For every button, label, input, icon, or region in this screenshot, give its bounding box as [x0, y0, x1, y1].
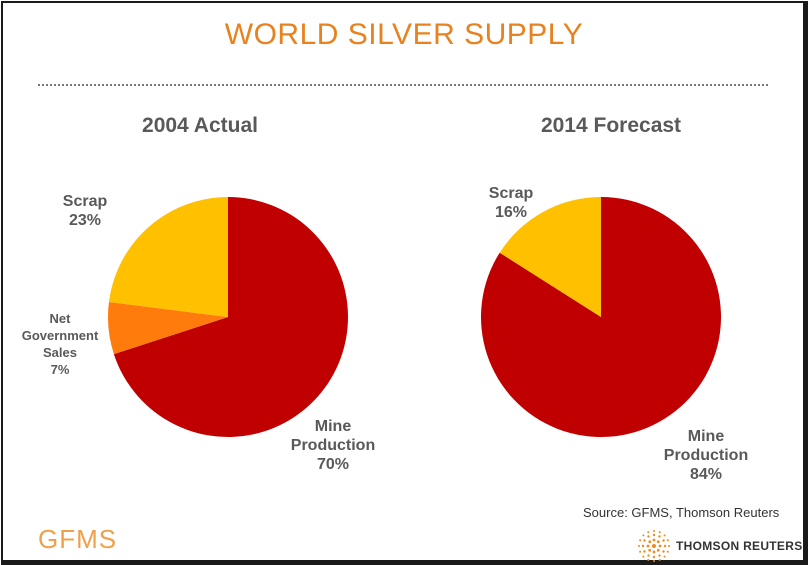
slice-label-name-line2: Production — [290, 437, 376, 455]
slice-label-mine-2014: Mine Production 84% — [651, 427, 761, 485]
dotted-divider — [38, 84, 768, 86]
slice-label-name: Scrap — [62, 193, 108, 210]
slice-label-value: 7% — [50, 361, 70, 377]
chart-title-2014: 2014 Forecast — [540, 114, 682, 137]
slice-label-value: 70% — [316, 456, 350, 474]
pie-slice-net-government-sales — [108, 301, 228, 355]
slice-label-value: 16% — [494, 204, 528, 222]
slice-label-mine-2004: Mine Production 70% — [278, 417, 388, 475]
slice-label-name-line1: Mine — [687, 428, 725, 445]
slice-label-name-line1: Net — [49, 311, 71, 326]
source-note: Source: GFMS, Thomson Reuters — [583, 505, 780, 520]
slice-label-name-line1: Mine — [314, 418, 352, 435]
thomson-reuters-logo-text: THOMSON REUTERS — [676, 539, 803, 553]
pie-slice-scrap — [499, 197, 601, 317]
pie-slice-mine-production — [481, 197, 722, 437]
slice-label-value: 23% — [68, 212, 102, 230]
slice-label-name-line3: Sales — [43, 344, 77, 360]
slice-label-name-line2: Production — [663, 447, 749, 465]
pie-slice-scrap — [108, 197, 228, 317]
thomson-reuters-logo-icon — [638, 530, 670, 562]
slice-label-gov-2004: Net Government Sales 7% — [12, 311, 108, 379]
slice-label-value: 84% — [689, 466, 723, 484]
slice-label-scrap-2004: Scrap 23% — [50, 192, 120, 230]
slice-label-name: Scrap — [488, 185, 534, 202]
chart-title-2004: 2004 Actual — [142, 114, 258, 137]
pie-slice-mine-production — [113, 197, 348, 437]
slice-label-name-line2: Government — [21, 327, 99, 343]
gfms-logo: GFMS — [38, 524, 118, 554]
page-title: WORLD SILVER SUPPLY — [224, 18, 584, 51]
slice-label-scrap-2014: Scrap 16% — [476, 184, 546, 222]
